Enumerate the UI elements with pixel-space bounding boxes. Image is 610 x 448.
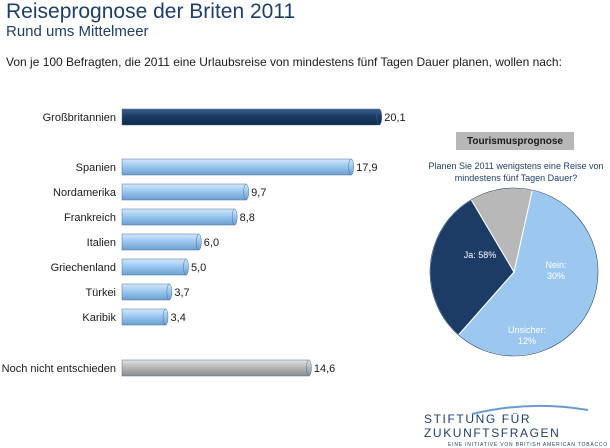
logo-swoosh-icon [471, 404, 589, 415]
bar-category-label: Noch nicht entschieden [2, 363, 116, 375]
pie-box-label: Tourismusprognose [456, 132, 574, 150]
bar-value-label: 3,4 [171, 312, 186, 324]
chart-intro: Von je 100 Befragten, die 2011 eine Urla… [6, 55, 562, 69]
bar-value-label: 17,9 [356, 162, 377, 174]
bar-value-label: 3,7 [174, 287, 189, 299]
bar-end-cap [166, 283, 173, 301]
bar-category-label: Großbritannien [43, 112, 116, 124]
bar-category-label: Griechenland [51, 262, 116, 274]
bar-end-cap [231, 208, 238, 226]
bar-category-label: Nordamerika [53, 187, 117, 199]
bar-end-cap [306, 359, 312, 377]
bar-value-label: 9,7 [251, 187, 266, 199]
bar-value-label: 5,0 [191, 262, 206, 274]
bar-value-label: 14,6 [314, 363, 335, 375]
logo-main-text: STIFTUNG FÜR ZUKUNFTSFRAGEN [424, 412, 561, 440]
bar-category-label: Karibik [82, 312, 116, 324]
bar-category-label: Italien [87, 237, 116, 249]
bar-category-label: Spanien [76, 162, 116, 174]
bar-value-label: 8,8 [240, 212, 255, 224]
bar-end-cap [243, 183, 249, 201]
bar-end-cap [196, 233, 202, 251]
bar-category-label: Türkei [85, 287, 116, 299]
bar-end-cap [183, 258, 189, 276]
pie-outline [429, 187, 599, 357]
pie-slice-label: Ja: 58% [464, 250, 497, 260]
bar-value-label: 6,0 [204, 237, 219, 249]
bar-value-label: 20,1 [384, 112, 405, 124]
bar-end-cap [162, 308, 169, 326]
bar-end-cap [376, 108, 383, 126]
pie-slice-label: Unsicher: 12% [508, 325, 546, 346]
bar-category-label: Frankreich [64, 212, 116, 224]
chart-subtitle: Rund ums Mittelmeer [6, 23, 149, 40]
bar-end-cap [348, 158, 354, 176]
pie-slice-label: Nein: 30% [545, 260, 566, 281]
pie-question: Planen Sie 2011 wenigstens eine Reise vo… [428, 161, 604, 183]
chart-title: Reiseprognose der Briten 2011 [6, 0, 296, 23]
